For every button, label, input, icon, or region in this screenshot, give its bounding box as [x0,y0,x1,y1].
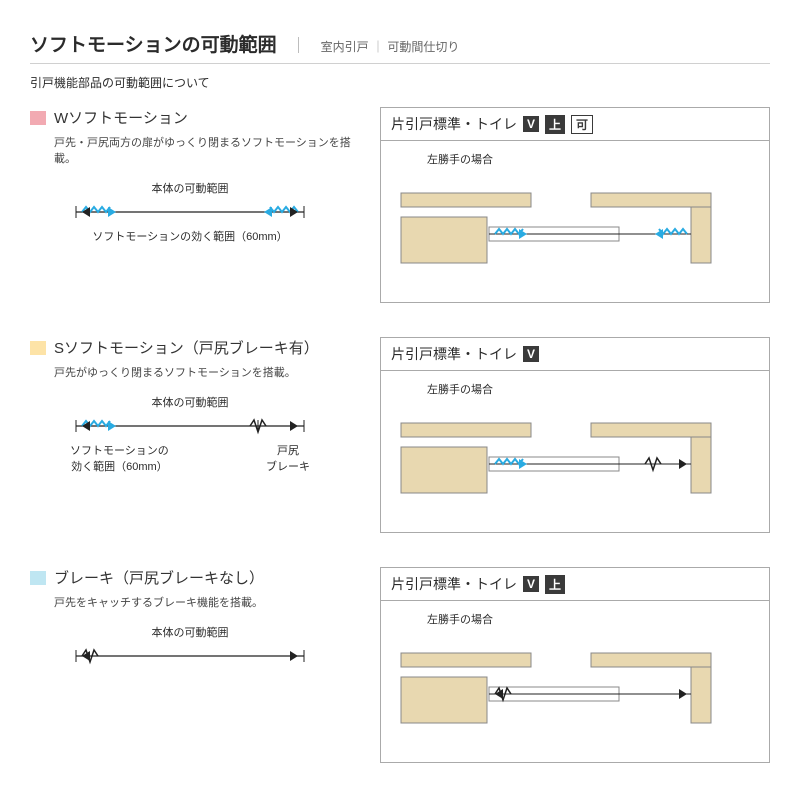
badge: V [523,346,539,362]
subhead: 引戸機能部品の可動範囲について [30,74,770,91]
pane-sublabel: 左勝手の場合 [427,151,759,167]
section-row: ブレーキ（戸尻ブレーキなし） 戸先をキャッチするブレーキ機能を搭載。本体の可動範囲… [30,567,770,763]
diagram-pane: 片引戸標準・トイレ V 左勝手の場合 [380,337,770,533]
range-label: 本体の可動範囲 [70,394,310,410]
range-diagram [70,200,310,224]
section-desc: 戸先をキャッチするブレーキ機能を搭載。 [54,594,360,610]
pane-sublabel: 左勝手の場合 [427,381,759,397]
section-desc: 戸先がゆっくり閉まるソフトモーションを搭載。 [54,364,360,380]
range-label: 本体の可動範囲 [70,180,310,196]
pane-head: 片引戸標準・トイレ V上可 [381,108,769,141]
section-title: Wソフトモーション [54,107,188,128]
section-row: Wソフトモーション戸先・戸尻両方の扉がゆっくり閉まるソフトモーションを搭載。本体… [30,107,770,303]
range-diagram [70,414,310,438]
diagram-pane: 片引戸標準・トイレ V上左勝手の場合 [380,567,770,763]
section-row: Sソフトモーション（戸尻ブレーキ有） 戸先がゆっくり閉まるソフトモーションを搭載。… [30,337,770,533]
pane-head: 片引戸標準・トイレ V上 [381,568,769,601]
cross-section-diagram [391,633,721,743]
color-swatch [30,111,46,125]
pane-title: 片引戸標準・トイレ [391,344,517,364]
badge: 上 [545,575,565,594]
section-title: Sソフトモーション（戸尻ブレーキ有） [54,337,319,358]
pane-title: 片引戸標準・トイレ [391,574,517,594]
title-row: ソフトモーションの可動範囲 ｜ 室内引戸 ｜ 可動間仕切り [30,30,770,64]
diagram-pane: 片引戸標準・トイレ V上可左勝手の場合 [380,107,770,303]
section-desc: 戸先・戸尻両方の扉がゆっくり閉まるソフトモーションを搭載。 [54,134,360,166]
badge: V [523,576,539,592]
range-sublabel: ソフトモーションの効く範囲（60mm）戸尻ブレーキ [70,442,310,474]
title-sub-1: 室内引戸 ｜ 可動間仕切り [321,38,460,55]
range-diagram [70,644,310,668]
range-label: 本体の可動範囲 [70,624,310,640]
cross-section-diagram [391,173,721,283]
pane-title: 片引戸標準・トイレ [391,114,517,134]
title-sep: ｜ [291,32,307,56]
badge: 上 [545,115,565,134]
pane-head: 片引戸標準・トイレ V [381,338,769,371]
range-sublabel: ソフトモーションの効く範囲（60mm） [70,228,310,244]
badge: 可 [571,115,593,134]
color-swatch [30,341,46,355]
page-title: ソフトモーションの可動範囲 [30,30,277,57]
cross-section-diagram [391,403,721,513]
pane-sublabel: 左勝手の場合 [427,611,759,627]
badge: V [523,116,539,132]
section-title: ブレーキ（戸尻ブレーキなし） [54,567,264,588]
color-swatch [30,571,46,585]
